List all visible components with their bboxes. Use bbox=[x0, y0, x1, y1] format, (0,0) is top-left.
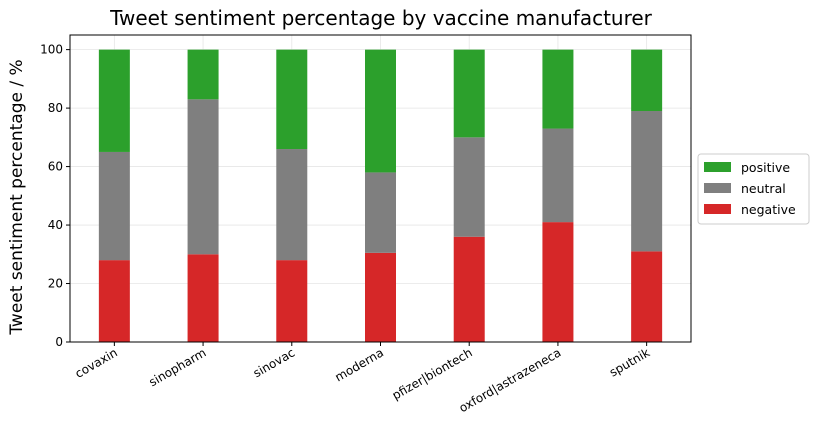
legend: positive neutral negative bbox=[697, 153, 810, 225]
x-tick-label: moderna bbox=[332, 345, 386, 384]
y-tick-label: 60 bbox=[48, 160, 63, 174]
x-tick-label: sputnik bbox=[607, 345, 652, 379]
bar-negative bbox=[453, 236, 485, 342]
bar-positive bbox=[276, 49, 308, 150]
bar-positive bbox=[187, 49, 219, 100]
chart-title: Tweet sentiment percentage by vaccine ma… bbox=[109, 6, 653, 30]
bar-positive bbox=[542, 49, 574, 129]
legend-swatch-neutral bbox=[704, 183, 731, 193]
bar-neutral bbox=[276, 149, 308, 261]
x-tick-label: sinopharm bbox=[147, 345, 209, 389]
x-tick-label: sinovac bbox=[251, 345, 297, 380]
bar-neutral bbox=[98, 151, 130, 261]
y-axis-label: Tweet sentiment percentage / % bbox=[7, 59, 27, 335]
x-tick-label: covaxin bbox=[73, 345, 120, 380]
bars bbox=[98, 49, 663, 342]
y-tick-label: 0 bbox=[55, 335, 63, 349]
x-tick-label: pfizer|biontech bbox=[390, 345, 475, 402]
y-tick-label: 20 bbox=[48, 277, 63, 291]
x-axis: covaxin sinopharm sinovac moderna pfizer|bio… bbox=[73, 342, 652, 415]
y-tick-label: 80 bbox=[48, 101, 63, 115]
bar-positive bbox=[453, 49, 485, 138]
bar-neutral bbox=[631, 111, 663, 252]
y-tick-label: 100 bbox=[40, 43, 63, 57]
bar-negative bbox=[542, 222, 574, 342]
bar-negative bbox=[98, 260, 130, 342]
bar-positive bbox=[365, 49, 396, 173]
bar-positive bbox=[631, 49, 663, 112]
y-axis: 0 20 40 60 80 100 bbox=[40, 43, 70, 349]
legend-swatch-negative bbox=[704, 204, 731, 214]
legend-label-neutral: neutral bbox=[741, 181, 786, 196]
legend-label-positive: positive bbox=[741, 160, 790, 175]
bar-negative bbox=[276, 260, 308, 342]
bar-neutral bbox=[542, 128, 574, 223]
bar-negative bbox=[631, 251, 663, 342]
bar-neutral bbox=[365, 172, 396, 253]
bar-neutral bbox=[453, 137, 485, 237]
bar-negative bbox=[365, 252, 396, 342]
y-tick-label: 40 bbox=[48, 218, 63, 232]
bar-positive bbox=[98, 49, 130, 152]
bar-neutral bbox=[187, 99, 219, 255]
legend-swatch-positive bbox=[704, 162, 731, 172]
bar-negative bbox=[187, 254, 219, 342]
legend-label-negative: negative bbox=[741, 202, 796, 217]
